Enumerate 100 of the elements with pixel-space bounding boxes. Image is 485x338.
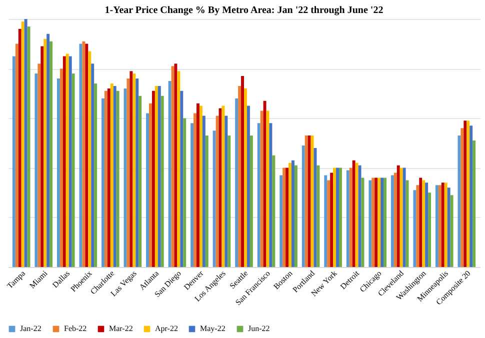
bar: [94, 83, 98, 267]
bar: [190, 123, 194, 267]
bar: [425, 182, 428, 267]
bar: [168, 81, 172, 267]
bar: [257, 123, 260, 267]
bar: [380, 178, 384, 267]
bar: [466, 120, 470, 267]
bar: [15, 44, 18, 267]
bar: [27, 26, 30, 267]
bar: [196, 103, 200, 267]
bar: [34, 74, 38, 267]
bar: [333, 168, 336, 267]
bar: [132, 74, 136, 267]
legend-label: Jun-22: [248, 324, 270, 333]
bar: [113, 86, 116, 267]
bar: [202, 116, 206, 267]
bar: [294, 165, 298, 267]
bar: [138, 96, 142, 267]
bar: [346, 170, 350, 267]
bar: [435, 185, 438, 267]
bar: [413, 190, 416, 267]
bar: [269, 123, 272, 267]
bar: [228, 136, 231, 267]
bar: [460, 128, 464, 267]
bar: [458, 136, 461, 267]
bar: [447, 188, 450, 267]
bar: [406, 180, 409, 267]
bar: [180, 90, 184, 267]
bar: [174, 64, 178, 267]
bar: [46, 34, 50, 267]
bar: [104, 90, 108, 267]
bar: [60, 68, 63, 267]
bar: [136, 78, 139, 267]
bar: [50, 41, 53, 267]
bar: [91, 64, 94, 267]
bar: [355, 162, 358, 267]
bar: [310, 136, 314, 267]
bar: [146, 113, 150, 267]
bar: [130, 71, 133, 267]
bar: [336, 168, 339, 267]
bar: [152, 90, 155, 267]
bar: [280, 175, 283, 267]
legend-label: Apr-22: [155, 324, 178, 333]
bar: [282, 168, 286, 267]
bar: [116, 90, 120, 267]
bar: [327, 180, 330, 267]
bar: [308, 136, 311, 267]
bar: [352, 160, 356, 267]
bar: [85, 44, 88, 267]
bar: [154, 86, 158, 267]
bar: [160, 96, 164, 267]
bar: [79, 44, 82, 267]
bar: [302, 145, 305, 267]
bar: [316, 165, 320, 267]
bar: [224, 116, 228, 267]
bar: [288, 162, 292, 267]
bar: [286, 168, 289, 267]
bar: [177, 71, 180, 267]
bar: [222, 106, 225, 267]
bar: [107, 88, 110, 267]
legend-label: May-22: [200, 324, 226, 333]
bar: [12, 56, 16, 267]
bar: [110, 83, 114, 267]
bar: [56, 78, 60, 267]
bar: [212, 130, 216, 267]
bar: [358, 165, 362, 267]
bar: [368, 180, 372, 267]
bar: [18, 28, 22, 267]
chart-title: 1-Year Price Change % By Metro Area: Jan '22 through June '22: [104, 5, 384, 16]
bar: [422, 180, 426, 267]
bar: [263, 100, 266, 267]
bar: [402, 168, 406, 267]
bar: [244, 88, 247, 267]
bar: [205, 136, 208, 267]
bar: [246, 106, 250, 267]
bar: [390, 175, 394, 267]
legend-label: Feb-22: [64, 324, 87, 333]
bar: [82, 41, 86, 267]
bar: [216, 116, 219, 267]
bar: [428, 192, 432, 267]
bar: [126, 78, 130, 267]
bar: [40, 46, 44, 267]
bar: [419, 178, 422, 267]
bar: [88, 51, 92, 267]
bar: [438, 185, 442, 267]
bar: [238, 86, 242, 267]
bar: [44, 38, 47, 267]
bar: [272, 155, 276, 267]
bar: [183, 118, 186, 267]
bar: [349, 168, 352, 267]
bar: [199, 106, 202, 267]
bar: [441, 182, 444, 267]
legend-label: Jan-22: [20, 324, 42, 333]
bar: [372, 178, 375, 267]
bar: [194, 113, 197, 267]
bar: [62, 56, 66, 267]
bar: [470, 126, 473, 267]
bar: [450, 195, 454, 267]
legend-label: Mar-22: [109, 324, 133, 333]
bar: [38, 64, 41, 267]
